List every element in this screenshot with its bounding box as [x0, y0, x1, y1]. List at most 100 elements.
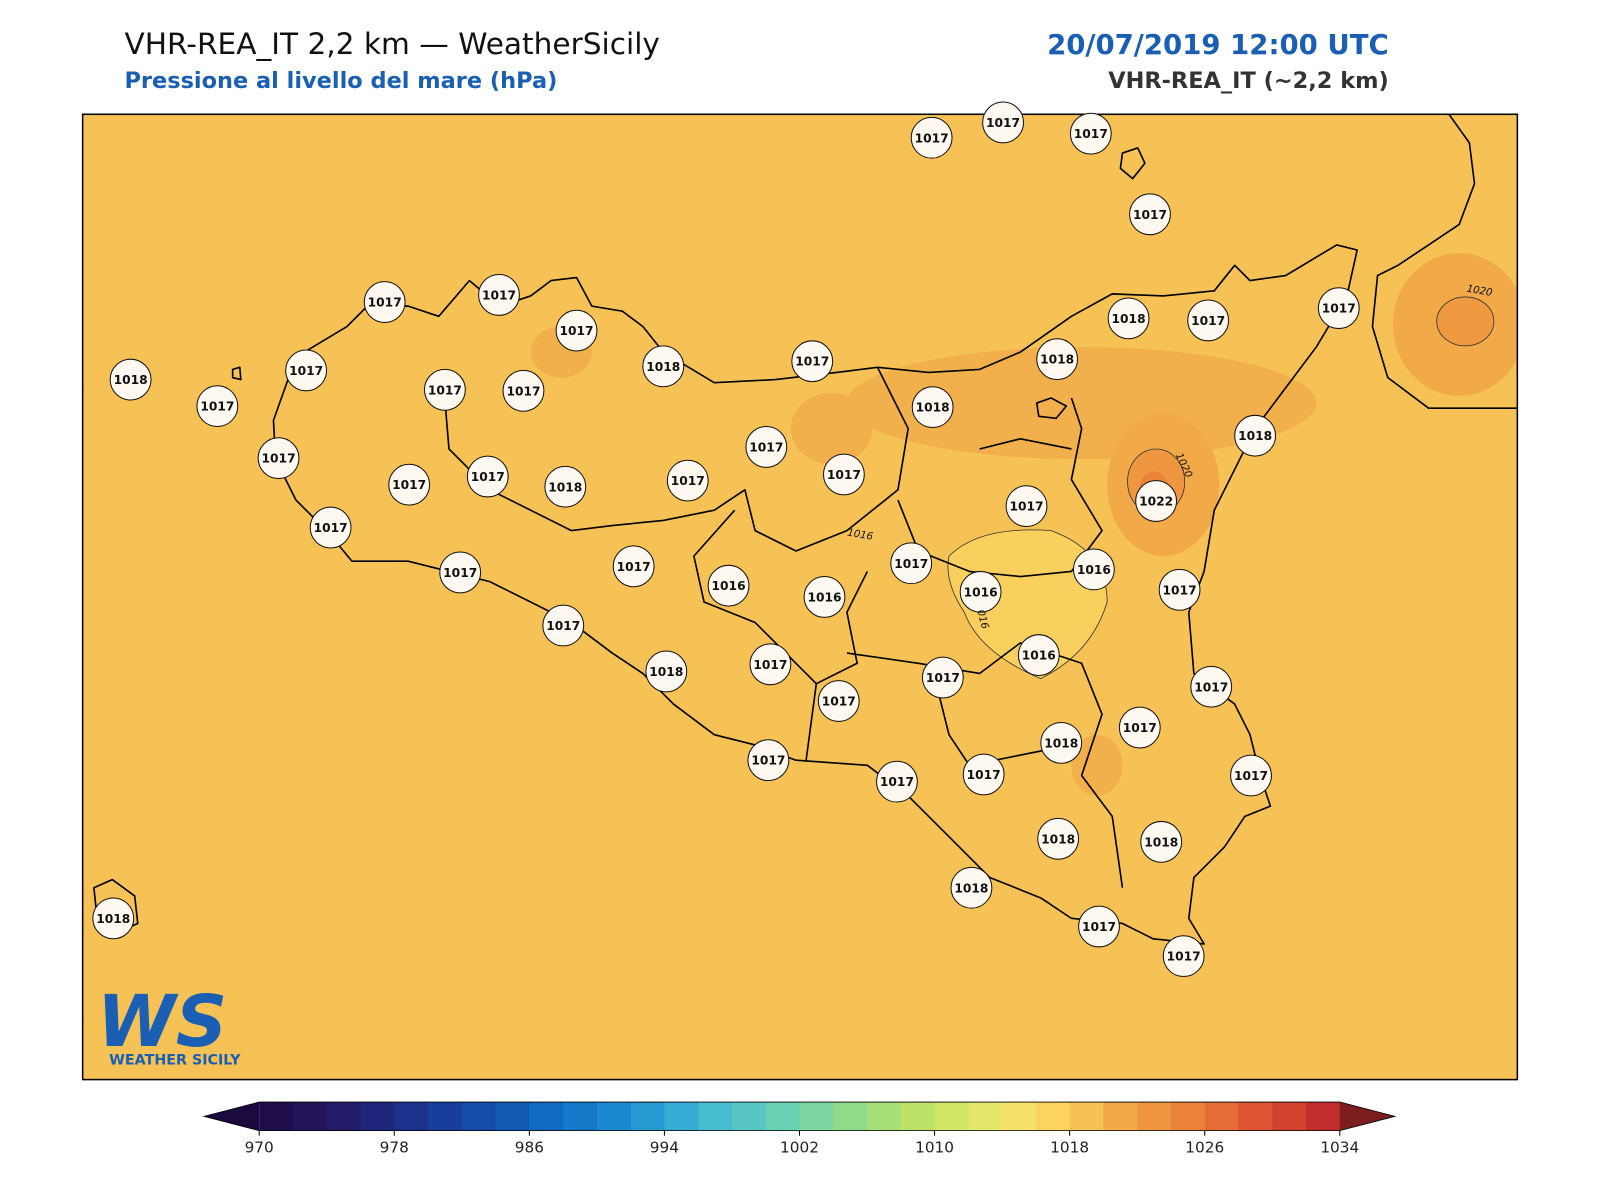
map-frame — [81, 113, 1519, 1081]
station-marker — [791, 340, 834, 383]
station-marker — [910, 116, 953, 159]
station-marker — [1005, 485, 1048, 528]
station-marker — [962, 753, 1005, 796]
station-marker — [1162, 935, 1205, 978]
station-marker — [1107, 297, 1150, 340]
station-value: 1017 — [1163, 583, 1197, 597]
station-marker — [1129, 193, 1171, 236]
station-value: 1016 — [1022, 649, 1056, 663]
station-marker — [876, 760, 918, 803]
colorbar-bin — [833, 1102, 868, 1131]
station-value: 1017 — [1082, 920, 1116, 934]
station-marker — [363, 281, 406, 323]
colorbar: 970 978 986 994 1002 1010 1018 1026 1034 — [202, 1101, 1397, 1156]
station-value: 1017 — [671, 474, 705, 488]
station-marker — [466, 455, 509, 498]
station-marker — [542, 604, 585, 647]
logo: WS WEATHER SICILY — [97, 980, 241, 1068]
colorbar-tick-label: 978 — [380, 1138, 409, 1156]
colorbar-bin — [1272, 1102, 1307, 1131]
station-marker — [109, 358, 152, 401]
station-value: 1017 — [289, 364, 323, 378]
station-marker — [544, 465, 587, 508]
colorbar-bin — [1069, 1102, 1104, 1131]
station-marker — [1069, 112, 1112, 155]
colorbar-bin — [326, 1102, 362, 1131]
station-marker — [92, 897, 135, 940]
coastline — [1371, 114, 1518, 409]
station-value: 1017 — [926, 671, 960, 685]
station-value: 1018 — [1238, 429, 1272, 443]
station-marker — [1230, 754, 1272, 797]
colorbar-bin — [529, 1102, 564, 1131]
colorbar-bin — [495, 1102, 530, 1131]
colorbar-bin — [1204, 1102, 1239, 1131]
field — [1436, 296, 1495, 347]
station-marker — [309, 506, 352, 549]
field — [1071, 734, 1123, 796]
colorbar-tick-label: 1034 — [1320, 1138, 1359, 1156]
station-value: 1017 — [1194, 680, 1228, 694]
station-value: 1018 — [1044, 736, 1078, 750]
colorbar-tick-label: 1002 — [780, 1138, 819, 1156]
station-marker — [749, 643, 792, 686]
station-marker — [745, 426, 788, 468]
station-value: 1018 — [114, 373, 148, 387]
colorbar-bin — [698, 1102, 733, 1131]
station-value: 1017 — [392, 478, 426, 492]
station-marker — [1040, 721, 1083, 764]
station-value: 1018 — [916, 401, 950, 415]
colorbar-bin — [1002, 1102, 1037, 1131]
colorbar-bin — [394, 1102, 429, 1131]
coastline — [272, 244, 1358, 945]
colorbar-bin — [360, 1102, 395, 1131]
station-marker — [478, 273, 520, 316]
station-value: 1016 — [807, 590, 841, 604]
station-marker — [642, 345, 685, 388]
station-marker — [911, 386, 954, 429]
colorbar-tick-label: 970 — [245, 1138, 274, 1156]
station-value: 1018 — [1040, 353, 1074, 367]
station-marker — [1190, 665, 1233, 708]
station-marker — [707, 564, 750, 607]
station-marker — [439, 551, 482, 594]
station-marker — [1158, 568, 1201, 611]
colorbar-bin — [765, 1102, 800, 1131]
colorbar-tick-label: 1026 — [1185, 1138, 1224, 1156]
colorbar-bin — [596, 1102, 632, 1131]
colorbar-bin — [630, 1102, 665, 1131]
colorbar-bin — [1306, 1102, 1341, 1131]
field — [790, 392, 873, 465]
colorbar-bin — [799, 1102, 834, 1131]
station-value: 1017 — [880, 775, 914, 789]
station-marker — [1017, 634, 1060, 677]
station-value: 1017 — [967, 768, 1001, 782]
station-marker — [666, 459, 709, 502]
colorbar-bin — [968, 1102, 1003, 1131]
station-value: 1017 — [915, 131, 949, 145]
colorbar-tick-label: 994 — [650, 1138, 679, 1156]
colorbar-bin — [900, 1102, 936, 1131]
colorbar-bin — [1103, 1102, 1138, 1131]
station-marker — [196, 385, 239, 428]
station-marker — [1135, 480, 1178, 522]
station-value: 1018 — [548, 480, 582, 494]
colorbar-tick-label: 986 — [515, 1138, 544, 1156]
model: VHR-REA_IT (~2,2 km) — [1108, 68, 1389, 94]
station-value: 1017 — [986, 116, 1020, 130]
contour-label: 1020 — [1466, 284, 1493, 299]
station-marker — [817, 680, 860, 722]
colorbar-bin — [1035, 1102, 1071, 1131]
station-value: 1017 — [795, 355, 829, 369]
station-value: 1017 — [262, 452, 296, 466]
island — [93, 147, 1146, 935]
station-value: 1018 — [646, 360, 680, 374]
station-marker — [803, 576, 846, 618]
subtitle: Pressione al livello del mare (hPa) — [124, 68, 557, 94]
station-marker — [1036, 338, 1079, 381]
station-value: 1017 — [368, 296, 402, 310]
date: 20/07/2019 12:00 UTC — [1047, 29, 1389, 61]
station-value: 1022 — [1139, 495, 1173, 509]
